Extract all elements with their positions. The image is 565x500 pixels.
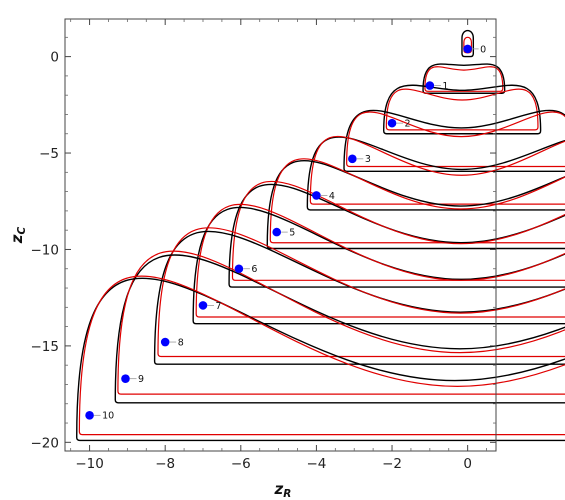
x-axis-title-subscript: R <box>283 488 291 500</box>
y-tick-label: −10 <box>31 242 60 258</box>
inner-contour-4 <box>309 135 565 205</box>
data-point-3 <box>348 154 357 164</box>
data-point-5 <box>272 227 282 237</box>
inner-contour-7 <box>195 203 565 318</box>
point-label-2: 2 <box>405 119 411 130</box>
x-tick-label: −10 <box>75 456 104 472</box>
outer-contour-4 <box>306 136 565 211</box>
outer-contour-5 <box>266 160 565 250</box>
y-tick-label: −15 <box>31 339 60 355</box>
y-axis-title: zC <box>8 226 28 244</box>
inner-contour-5 <box>269 158 565 244</box>
outer-contour-2 <box>383 84 542 135</box>
inner-contour-2 <box>385 88 539 131</box>
y-tick-label: −20 <box>31 435 60 451</box>
point-label-10: 10 <box>102 411 114 422</box>
inner-contour-10 <box>78 275 565 436</box>
point-label-0: 0 <box>480 44 486 55</box>
outer-contour-10 <box>76 277 565 442</box>
outer-contour-8 <box>153 230 565 365</box>
point-label-8: 8 <box>178 337 184 348</box>
inner-contour-3 <box>346 111 565 168</box>
data-point-0 <box>463 44 472 54</box>
data-point-2 <box>387 118 397 128</box>
data-point-6 <box>234 264 244 274</box>
contour-layer <box>76 29 565 442</box>
x-tick-label: −6 <box>231 456 251 472</box>
outer-contour-0 <box>461 29 475 58</box>
point-label-4: 4 <box>329 191 335 202</box>
tick-layer: −10 −8 −6 −4 −2 0−20−15−10−50 <box>31 19 496 472</box>
point-label-layer: 0 1 2 3 4 5 6 7 8 9 10 <box>94 44 486 422</box>
inner-contour-9 <box>117 250 565 395</box>
point-label-5: 5 <box>289 228 295 239</box>
y-axis-title-subscript: C <box>16 226 28 234</box>
point-label-7: 7 <box>215 301 221 312</box>
data-point-10 <box>85 411 94 420</box>
point-label-9: 9 <box>138 374 144 385</box>
x-tick-label: 0 <box>463 456 472 472</box>
outer-contour-7 <box>192 206 565 325</box>
data-point-9 <box>121 374 130 383</box>
x-axis-title: zR <box>274 480 292 500</box>
plot-frame <box>64 18 497 452</box>
data-point-4 <box>312 191 321 200</box>
point-label-3: 3 <box>365 154 371 165</box>
inner-contour-8 <box>157 227 565 358</box>
point-layer <box>85 44 472 420</box>
outer-contour-3 <box>343 109 565 173</box>
outer-contour-9 <box>114 254 565 404</box>
data-point-1 <box>425 81 435 90</box>
point-label-6: 6 <box>251 264 257 275</box>
data-point-7 <box>198 301 208 310</box>
inner-contour-6 <box>231 180 565 281</box>
y-tick-label: −5 <box>39 146 59 162</box>
x-tick-label: −4 <box>306 456 326 472</box>
inner-contour-1 <box>424 66 504 92</box>
x-tick-label: −2 <box>382 456 402 472</box>
point-label-1: 1 <box>442 81 448 92</box>
outer-contour-6 <box>228 183 565 288</box>
y-tick-label: 0 <box>50 50 59 66</box>
data-point-8 <box>160 337 170 347</box>
x-tick-label: −8 <box>155 456 175 472</box>
outer-contour-1 <box>422 63 506 94</box>
